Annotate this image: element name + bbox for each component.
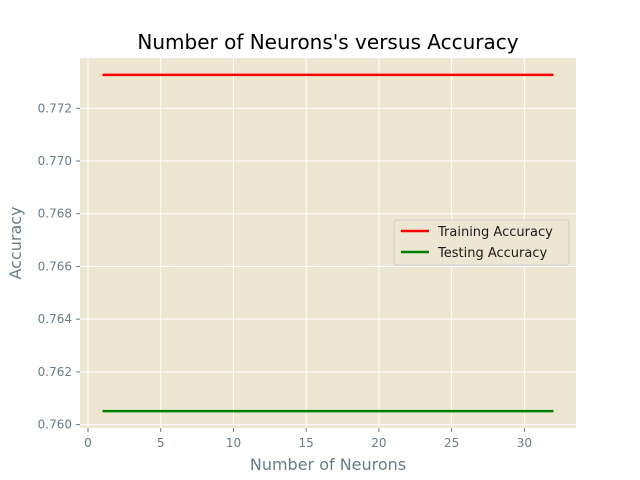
y-tick-label: 0.760: [38, 418, 72, 432]
x-tick-label: 20: [371, 436, 386, 450]
y-tick-label: 0.762: [38, 365, 72, 379]
y-tick-label: 0.764: [38, 312, 72, 326]
x-tick-label: 0: [84, 436, 92, 450]
y-tick-label: 0.768: [38, 207, 72, 221]
legend-box: [393, 219, 570, 266]
y-axis-ticks: 0.760 0.762 0.764 0.766 0.768 0.770 0.772: [38, 101, 80, 432]
legend: Training Accuracy Testing Accuracy: [393, 219, 570, 266]
chart-title: Number of Neurons's versus Accuracy: [137, 30, 518, 54]
y-tick-label: 0.772: [38, 101, 72, 115]
x-axis-ticks: 0 5 10 15 20 25 30: [84, 428, 532, 450]
y-tick-label: 0.766: [38, 259, 72, 273]
legend-label-training: Training Accuracy: [437, 225, 553, 240]
x-tick-label: 10: [226, 436, 241, 450]
legend-label-testing: Testing Accuracy: [437, 246, 547, 261]
y-tick-label: 0.770: [38, 154, 72, 168]
y-axis-label: Accuracy: [6, 206, 25, 279]
x-tick-label: 15: [299, 436, 314, 450]
x-tick-label: 30: [517, 436, 532, 450]
x-tick-label: 5: [157, 436, 165, 450]
series-lines: [102, 73, 554, 413]
x-tick-label: 25: [444, 436, 459, 450]
x-axis-label: Number of Neurons: [250, 455, 406, 474]
